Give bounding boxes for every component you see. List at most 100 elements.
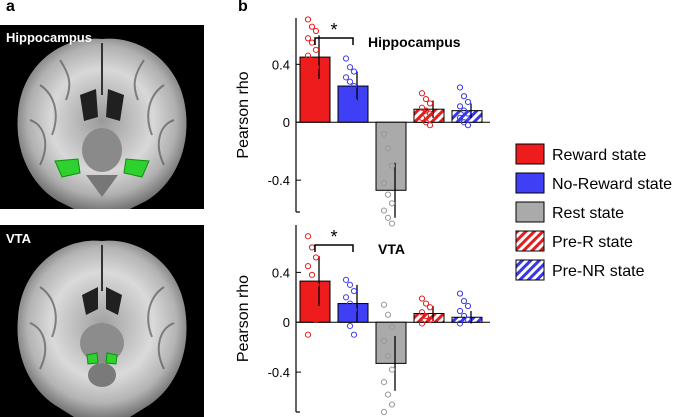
- significance-star: *: [330, 227, 337, 247]
- data-point: [350, 97, 358, 104]
- legend-swatch: [515, 143, 545, 165]
- data-point: [312, 64, 320, 71]
- y-tick-label: 0: [283, 315, 290, 330]
- data-point: [418, 114, 426, 121]
- data-point: [464, 110, 472, 117]
- data-point: [456, 84, 464, 91]
- data-point: [388, 366, 396, 373]
- data-point: [418, 320, 426, 327]
- data-point: [350, 306, 358, 313]
- data-point: [350, 68, 358, 75]
- legend-label: Reward state: [552, 147, 646, 164]
- y-tick-label: 0.4: [272, 265, 290, 280]
- data-point: [456, 307, 464, 315]
- data-point: [304, 331, 312, 338]
- data-point: [464, 98, 472, 106]
- legend-label: Pre-R state: [552, 234, 633, 251]
- y-axis-label: Pearson rho: [235, 275, 252, 362]
- brain-slice-hippocampus: [0, 25, 204, 209]
- y-axis-label: Pearson rho: [235, 71, 252, 158]
- data-point: [304, 72, 312, 80]
- data-point: [380, 408, 388, 416]
- data-point: [426, 316, 434, 323]
- data-point: [380, 179, 388, 187]
- data-point: [308, 301, 316, 308]
- data-point: [464, 302, 472, 310]
- data-point: [418, 104, 426, 111]
- y-tick-label: 0: [283, 115, 290, 130]
- data-point: [312, 27, 320, 35]
- data-point: [456, 114, 464, 121]
- legend-item-pre-nr-state: Pre-NR state: [515, 259, 645, 281]
- data-point: [422, 312, 430, 320]
- data-point: [308, 23, 316, 30]
- data-point: [460, 297, 468, 305]
- bar-no-reward-state: [337, 303, 369, 323]
- data-point: [380, 207, 388, 214]
- data-point: [342, 294, 350, 301]
- data-point: [342, 314, 350, 321]
- chart-vta: 0.4 0 -0.4 Pearson rho VTA *: [235, 225, 490, 416]
- data-point: [304, 291, 312, 298]
- legend-item-no-reward-state: No-Reward state: [515, 172, 672, 194]
- data-point: [426, 110, 434, 117]
- data-point: [346, 91, 354, 98]
- data-point: [380, 130, 388, 137]
- legend-swatch: [515, 201, 545, 223]
- data-point: [418, 295, 426, 302]
- legend-item-reward-state: Reward state: [515, 143, 646, 165]
- bar-no-reward-state: [337, 85, 369, 123]
- data-point: [456, 320, 464, 327]
- panel-b-letter: b: [238, 0, 248, 15]
- legend-label: No-Reward state: [552, 176, 672, 193]
- data-point: [346, 78, 354, 85]
- data-point: [304, 52, 312, 59]
- data-point: [346, 64, 354, 71]
- chart-hippocampus: 0.4 0 -0.4 Pearson rho Hippocampus *: [235, 16, 490, 227]
- y-tick-label: -0.4: [268, 173, 290, 188]
- significance-star: *: [330, 20, 337, 40]
- data-point: [308, 58, 316, 65]
- chart-title: Hippocampus: [368, 34, 461, 50]
- data-point: [342, 55, 350, 62]
- data-point: [308, 244, 316, 251]
- data-point: [312, 90, 320, 97]
- data-point: [308, 39, 316, 46]
- data-point: [312, 316, 320, 323]
- data-point: [304, 35, 312, 42]
- chart-title: VTA: [378, 241, 405, 257]
- hippocampus-label: Hippocampus: [6, 30, 92, 45]
- bar-pre-nr-state: [451, 316, 483, 323]
- data-point: [464, 316, 472, 323]
- data-point: [304, 233, 312, 240]
- legend-swatch: [515, 259, 545, 281]
- data-point: [384, 311, 392, 318]
- legend-label: Pre-NR state: [552, 263, 645, 280]
- data-point: [426, 122, 434, 129]
- data-point: [312, 254, 320, 261]
- significance-bracket: [314, 244, 354, 252]
- brain-slice-vta: [0, 225, 204, 417]
- data-point: [460, 107, 468, 114]
- legend-swatch: [515, 172, 545, 194]
- data-point: [346, 300, 354, 307]
- data-point: [464, 122, 472, 129]
- data-point: [418, 90, 426, 97]
- data-point: [426, 100, 434, 107]
- data-point: [384, 191, 392, 198]
- data-point: [388, 220, 396, 227]
- data-point: [342, 276, 350, 283]
- bar-rest-state: [375, 321, 407, 364]
- data-point: [342, 87, 350, 94]
- data-point: [460, 119, 468, 126]
- data-point: [422, 107, 430, 114]
- data-point: [346, 281, 354, 288]
- data-point: [388, 200, 396, 207]
- data-point: [460, 93, 468, 100]
- data-point: [346, 322, 354, 330]
- panel-a-letter: a: [6, 0, 15, 15]
- data-point: [304, 263, 312, 270]
- data-point: [380, 301, 388, 308]
- legend-item-rest-state: Rest state: [515, 201, 624, 223]
